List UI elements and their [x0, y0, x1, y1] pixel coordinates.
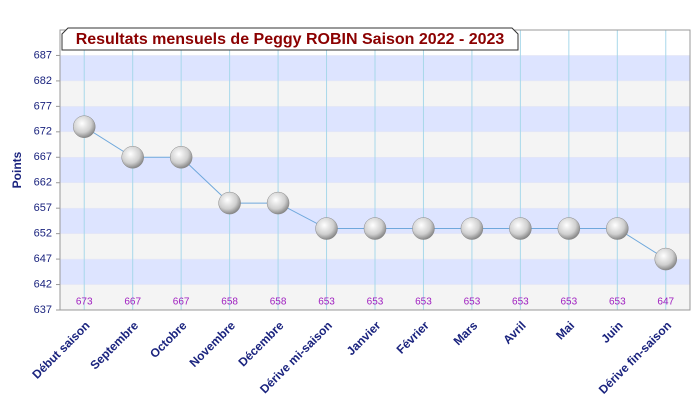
data-point — [266, 191, 290, 215]
y-tick-label: 642 — [34, 278, 52, 290]
data-point — [412, 217, 435, 240]
y-axis-label: Points — [10, 151, 24, 188]
y-tick-label: 672 — [34, 126, 52, 138]
data-point — [218, 191, 241, 215]
x-tick-label: Novembre — [187, 318, 239, 370]
x-tick-label: Décembre — [236, 318, 287, 369]
data-point — [606, 217, 629, 240]
x-tick-label: Janvier — [344, 318, 384, 358]
data-point — [460, 217, 484, 240]
value-label: 653 — [367, 297, 384, 308]
y-tick-label: 687 — [34, 49, 52, 61]
x-tick-label: Octobre — [147, 318, 190, 361]
data-point — [121, 146, 144, 169]
y-tick-label: 652 — [34, 228, 52, 240]
y-tick-label: 682 — [34, 75, 52, 87]
data-point — [654, 247, 678, 271]
value-label: 653 — [609, 297, 626, 308]
value-label: 653 — [464, 297, 481, 308]
data-point — [315, 217, 338, 240]
data-point — [557, 217, 581, 240]
value-label: 667 — [124, 297, 141, 308]
value-label: 647 — [657, 297, 674, 308]
value-label: 653 — [318, 297, 335, 308]
x-tick-label: Mai — [553, 318, 577, 342]
value-label: 653 — [512, 297, 529, 308]
y-tick-label: 662 — [34, 177, 52, 189]
value-label: 658 — [221, 297, 238, 308]
value-label: 673 — [76, 297, 93, 308]
data-point — [72, 115, 96, 138]
x-tick-label: Début saison — [29, 318, 92, 381]
y-tick-label: 677 — [34, 100, 52, 112]
x-tick-label: Avril — [500, 318, 528, 346]
title-box — [61, 27, 519, 51]
value-label: 658 — [270, 297, 287, 308]
x-tick-label: Mars — [451, 318, 481, 348]
x-tick-label: Juin — [598, 318, 625, 345]
x-tick-label: Février — [394, 318, 432, 356]
value-label: 653 — [561, 297, 578, 308]
x-tick-label: Septembre — [87, 318, 141, 372]
chart-title: Resultats mensuels de Peggy ROBIN Saison… — [76, 31, 505, 48]
value-label: 667 — [173, 297, 190, 308]
y-tick-label: 647 — [34, 253, 52, 265]
y-tick-label: 667 — [34, 151, 52, 163]
data-point — [509, 217, 532, 240]
data-point — [363, 217, 387, 240]
y-tick-label: 637 — [34, 304, 52, 316]
y-tick-label: 657 — [34, 202, 52, 214]
data-point — [169, 146, 193, 169]
value-label: 653 — [415, 297, 432, 308]
